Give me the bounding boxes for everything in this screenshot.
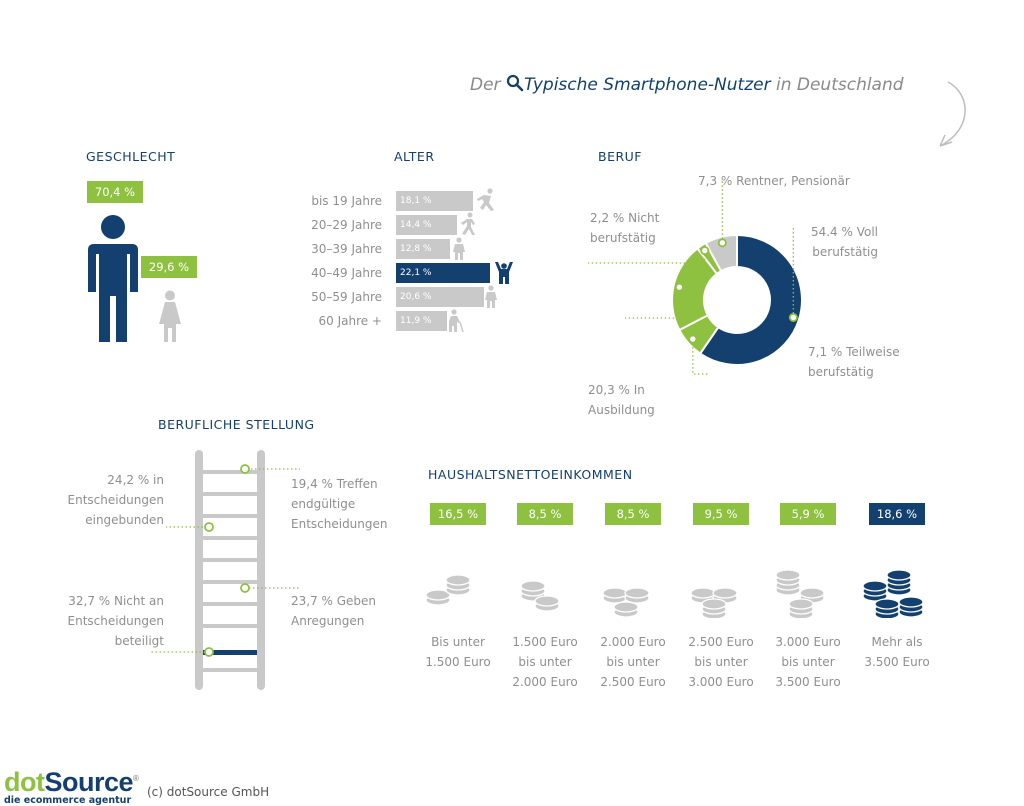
runner-icon — [477, 188, 494, 211]
donut-slice — [704, 233, 738, 273]
walker-icon — [461, 212, 475, 235]
ladder-chart — [150, 450, 300, 690]
age-category-label: 30–39 Jahre — [311, 242, 382, 256]
section-alter: ALTER — [394, 149, 435, 164]
age-category-label: 50–59 Jahre — [311, 290, 382, 304]
coin-stack-icon — [862, 569, 924, 618]
ladder-point-anregungen — [240, 583, 250, 593]
beruf-label-rentner: 7,3 % Rentner, Pensionär — [698, 174, 850, 188]
magnifier-icon — [506, 74, 524, 92]
beruf-label-voll: 54.4 % Voll berufstätig — [810, 225, 878, 259]
income-value-badge: 5,9 % — [780, 503, 836, 525]
cheering-person-icon — [495, 262, 513, 284]
ladder-point-treffen — [240, 464, 250, 474]
donut-marker — [674, 282, 684, 292]
page-title: Der Typische Smartphone-Nutzer in Deutsc… — [470, 74, 904, 95]
donut-marker — [688, 334, 698, 344]
age-bar: 14,4 % — [396, 215, 457, 235]
income-category-label: 1.500 Euro bis unter 2.000 Euro — [512, 635, 578, 689]
income-value-badge: 16,5 % — [430, 503, 486, 525]
income-category-label: Bis unter 1.500 Euro — [425, 635, 491, 669]
income-value-badge: 9,5 % — [693, 503, 749, 525]
income-value-badge: 8,5 % — [605, 503, 661, 525]
title-main: Typische Smartphone-Nutzer — [523, 75, 771, 95]
beruf-label-ausbildung: 20,3 % In Ausbildung — [588, 383, 655, 417]
donut-marker — [788, 312, 798, 322]
income-category-label: 2.000 Euro bis unter 2.500 Euro — [600, 635, 666, 689]
stellung-label-anregungen: 23,7 % Geben Anregungen — [291, 594, 377, 628]
section-einkommen: HAUSHALTSNETTOEINKOMMEN — [428, 467, 633, 482]
coin-stack-icon — [520, 580, 560, 612]
age-category-label: 60 Jahre + — [318, 314, 382, 328]
age-bar: 22,1 % — [396, 263, 490, 283]
ladder-point-nicht-beteiligt — [204, 647, 214, 657]
female-figure-icon — [159, 290, 181, 342]
section-beruf: BERUF — [598, 149, 642, 164]
section-geschlecht: GESCHLECHT — [86, 149, 176, 164]
income-category-label: Mehr als 3.500 Euro — [864, 635, 930, 669]
beruf-label-teilweise: 7,1 % Teilweise berufstätig — [808, 345, 900, 379]
highlighted-rung — [203, 650, 257, 655]
senior-with-cane-icon — [449, 309, 464, 333]
stellung-label-nicht-beteiligt: 32,7 % Nicht an Entscheidungen beteiligt — [67, 594, 165, 648]
age-bar: 20,6 % — [396, 287, 484, 307]
section-stellung: BERUFLICHE STELLUNG — [158, 417, 315, 432]
male-value-badge: 70,4 % — [87, 181, 143, 203]
age-bar: 11,9 % — [396, 311, 447, 331]
stellung-label-treffen: 19,4 % Treffen endgültige Entscheidungen — [291, 477, 388, 531]
dotsource-logo: dotSource® die ecommerce agentur — [4, 767, 139, 806]
income-category-label: 2.500 Euro bis unter 3.000 Euro — [688, 635, 754, 689]
age-bar: 18,1 % — [396, 191, 473, 211]
copyright: (c) dotSource GmbH — [147, 785, 270, 799]
donut-marker — [700, 246, 710, 256]
donut-marker — [717, 238, 727, 248]
logo-subtitle: die ecommerce agentur — [4, 795, 132, 806]
coin-stack-icon — [775, 569, 825, 618]
income-value-badge: 18,6 % — [869, 503, 925, 525]
coin-stack-icon — [602, 587, 650, 618]
age-category-label: bis 19 Jahre — [311, 194, 382, 208]
beruf-donut-chart — [588, 180, 803, 375]
female-value-badge: 29,6 % — [141, 256, 197, 278]
title-suffix: in Deutschland — [775, 75, 904, 95]
ladder-rungs — [203, 470, 257, 672]
older-adult-icon — [485, 285, 497, 308]
ladder-point-eingebunden — [204, 522, 214, 532]
beruf-label-nicht: 2,2 % Nicht berufstätig — [590, 211, 660, 245]
curved-arrow-icon — [939, 81, 966, 147]
age-category-label: 40–49 Jahre — [311, 266, 382, 280]
male-figure-icon — [88, 215, 138, 342]
age-category-label: 20–29 Jahre — [311, 218, 382, 232]
coin-stack-icon — [690, 587, 738, 618]
coin-stack-icon — [425, 574, 471, 606]
adult-icon — [453, 237, 465, 260]
title-prefix: Der — [470, 75, 501, 95]
income-category-label: 3.000 Euro bis unter 3.500 Euro — [775, 635, 841, 689]
donut-leader-line — [692, 339, 708, 375]
age-bar: 12,8 % — [396, 239, 450, 259]
stellung-label-eingebunden: 24,2 % in Entscheidungen eingebunden — [67, 473, 165, 527]
income-value-badge: 8,5 % — [517, 503, 573, 525]
